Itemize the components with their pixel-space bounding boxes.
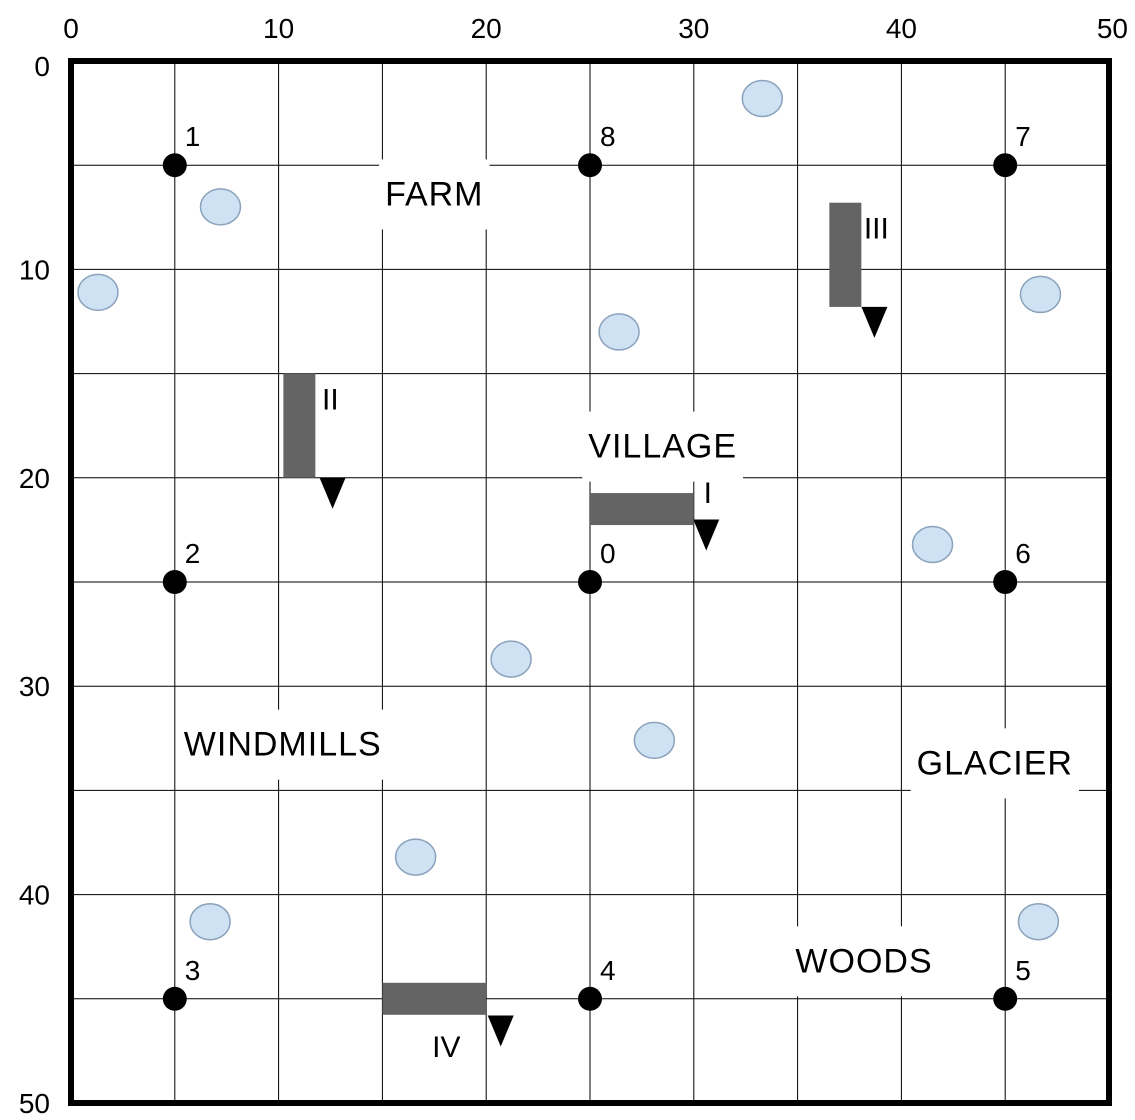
point-5: 5: [993, 955, 1031, 1011]
lake-icon: [1017, 902, 1060, 941]
left-tick-label: 10: [19, 254, 50, 285]
lake-icon: [598, 313, 640, 351]
top-axis-labels: 0 10 20 30 40 50: [63, 13, 1128, 44]
point-marker: [162, 570, 187, 594]
lake-icon: [1019, 275, 1062, 314]
lake-icon: [911, 525, 954, 564]
lake-icon: [199, 188, 242, 226]
region-label-background: [379, 159, 490, 230]
arrow-down-icon: [861, 306, 888, 338]
top-tick-label: 40: [886, 13, 917, 44]
wall-label: I: [704, 477, 712, 510]
point-label: 7: [1015, 121, 1031, 152]
region-label: GLACIER: [917, 744, 1073, 782]
region-label-background: [582, 411, 744, 482]
wall-ii: II: [283, 373, 346, 509]
wall-iv: IV: [382, 982, 514, 1064]
points: 1 8 7 2 0 6 3 4 5: [162, 121, 1031, 1011]
point-label: 4: [600, 955, 616, 986]
point-6: 6: [993, 538, 1031, 594]
wall-bar: [590, 493, 694, 526]
point-0: 0: [578, 538, 616, 594]
lake-icon: [741, 79, 784, 118]
point-label: 8: [600, 121, 616, 152]
region-village: VILLAGE: [582, 411, 744, 482]
region-woods: WOODS: [789, 926, 939, 997]
left-tick-label: 20: [19, 463, 50, 494]
wall-label: III: [864, 213, 889, 246]
lake-icon: [490, 640, 532, 678]
lakes: [77, 79, 1062, 941]
point-label: 1: [185, 121, 201, 152]
left-axis-labels: 0 10 20 30 40 50: [19, 51, 50, 1119]
point-label: 0: [600, 538, 616, 569]
point-marker: [162, 153, 187, 178]
point-marker: [578, 570, 602, 594]
point-label: 3: [185, 955, 201, 986]
region-label: WOODS: [795, 942, 932, 980]
point-7: 7: [993, 121, 1031, 178]
region-label: WINDMILLS: [184, 726, 382, 764]
wall-label: II: [322, 384, 339, 417]
point-3: 3: [162, 955, 201, 1011]
arrow-down-icon: [319, 477, 346, 509]
top-tick-label: 20: [471, 13, 502, 44]
point-4: 4: [578, 955, 616, 1011]
wall-label: IV: [432, 1031, 460, 1064]
left-tick-label: 0: [34, 51, 50, 82]
point-marker: [578, 153, 602, 178]
region-glacier: GLACIER: [910, 728, 1079, 799]
top-tick-label: 0: [63, 13, 79, 44]
wall-bar: [283, 373, 316, 478]
lake-icon: [394, 838, 437, 876]
point-2: 2: [162, 538, 201, 594]
point-label: 5: [1015, 955, 1031, 986]
region-windmills: WINDMILLS: [177, 709, 388, 780]
lake-icon: [77, 273, 119, 312]
wall-bar: [382, 982, 487, 1015]
point-label: 2: [185, 538, 201, 569]
top-tick-label: 10: [263, 13, 294, 44]
wall-i: I: [590, 477, 720, 551]
point-marker: [993, 986, 1018, 1011]
region-labels: FARM VILLAGE WINDMILLS GLACIER WOODS: [177, 159, 1079, 997]
region-farm: FARM: [379, 159, 490, 230]
region-label-background: [177, 709, 388, 780]
top-tick-label: 50: [1097, 13, 1128, 44]
region-label: VILLAGE: [588, 428, 737, 466]
point-marker: [162, 986, 187, 1011]
left-tick-label: 40: [19, 880, 50, 911]
region-label-background: [789, 926, 939, 997]
point-label: 6: [1015, 538, 1031, 569]
wall-bar: [829, 202, 862, 307]
map-border: [68, 58, 1112, 1106]
point-marker: [993, 153, 1018, 178]
point-marker: [993, 570, 1018, 594]
wall-iii: III: [829, 202, 889, 338]
point-8: 8: [578, 121, 616, 178]
arrow-down-icon: [487, 1015, 514, 1047]
left-tick-label: 50: [19, 1088, 50, 1119]
region-label-background: [910, 728, 1079, 799]
point-1: 1: [162, 121, 201, 178]
lake-icon: [633, 721, 676, 760]
arrow-down-icon: [693, 519, 720, 551]
region-label: FARM: [385, 175, 483, 213]
top-tick-label: 30: [678, 13, 709, 44]
point-marker: [578, 986, 602, 1011]
lake-icon: [189, 902, 231, 941]
left-tick-label: 30: [19, 671, 50, 702]
